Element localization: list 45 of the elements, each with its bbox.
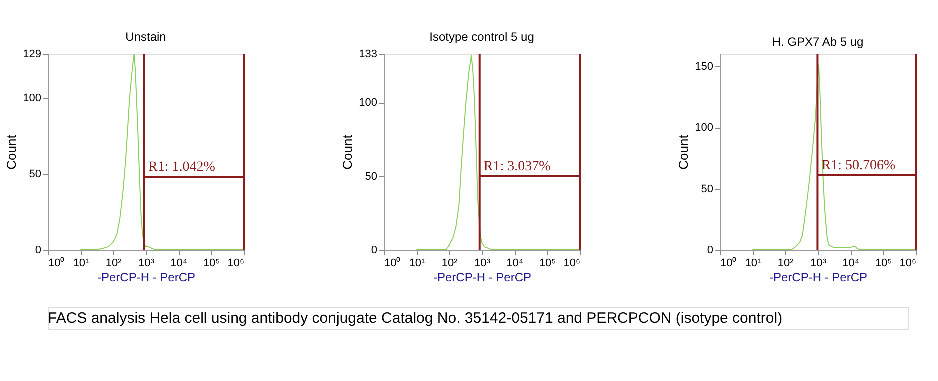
x-tick-label: 10⁴ — [506, 258, 524, 270]
chart-title: Unstain — [126, 30, 166, 44]
y-tick-label: 100 — [695, 122, 714, 134]
y-tick-label: 50 — [701, 183, 714, 196]
y-tick-label: 100 — [359, 97, 378, 110]
x-tick-label: 10² — [778, 258, 794, 270]
x-tick-label: 10⁴ — [842, 258, 860, 270]
x-tick-label: 10² — [442, 258, 458, 270]
chart-title: Isotype control 5 ug — [430, 30, 534, 44]
y-tick-label: 150 — [695, 60, 714, 73]
y-tick-label: 133 — [359, 48, 378, 60]
y-tick-label: 50 — [29, 168, 42, 181]
annotation: R1: 3.037% — [484, 159, 552, 174]
x-tick-label: 10⁵ — [875, 258, 892, 270]
x-tick-label: 10³ — [474, 258, 491, 270]
x-tick-label: 10⁶ — [228, 258, 244, 270]
x-axis-title: -PerCP-H - PerCP — [769, 270, 868, 284]
x-tick-label: 10¹ — [73, 258, 90, 270]
annotation: R1: 1.042% — [148, 160, 216, 176]
chart-title: H. GPX7 Ab 5 ug — [772, 35, 864, 49]
x-tick-label: 10⁶ — [564, 258, 580, 270]
x-tick-label: 10¹ — [409, 258, 426, 270]
y-tick-label: 0 — [371, 244, 378, 256]
x-tick-label: 10¹ — [745, 258, 762, 270]
y-tick-label: 129 — [23, 48, 42, 60]
x-tick-label: 10⁰ — [720, 256, 737, 270]
y-axis-title: Count — [4, 134, 20, 170]
x-tick-label: 10⁵ — [539, 258, 556, 270]
x-tick-label: 10⁰ — [48, 256, 65, 270]
x-tick-label: 10³ — [810, 258, 827, 270]
x-tick-label: 10⁶ — [900, 258, 916, 270]
x-tick-label: 10² — [106, 258, 122, 270]
x-axis-title: -PerCP-H - PerCP — [97, 270, 196, 284]
text: FACS analysis Hela cell using antibody conjugate Catalog No. 35142-05171 and PERCPCON (isotype control) — [48, 310, 783, 327]
x-tick-label: 10⁰ — [384, 256, 401, 270]
y-tick-label: 100 — [23, 92, 42, 105]
x-tick-label: 10³ — [138, 258, 155, 270]
y-axis-title: Count — [340, 134, 356, 170]
y-axis-title: Count — [676, 134, 692, 170]
x-tick-label: 10⁵ — [203, 258, 220, 270]
x-axis-title: -PerCP-H - PerCP — [433, 270, 532, 284]
y-tick-label: 0 — [35, 244, 42, 256]
x-tick-label: 10⁴ — [170, 258, 188, 270]
y-tick-label: 0 — [707, 244, 714, 256]
y-tick-label: 50 — [365, 170, 378, 183]
